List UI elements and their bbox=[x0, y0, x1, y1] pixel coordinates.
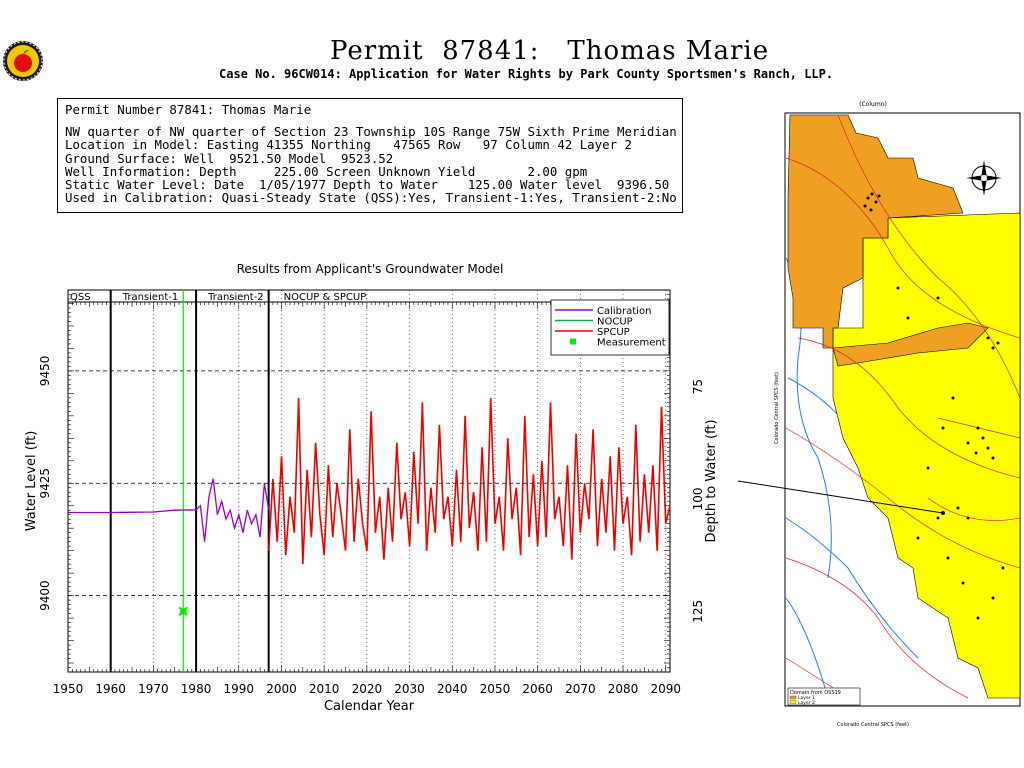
y-axis-label: Water Level (ft) bbox=[24, 431, 39, 532]
period-label: NOCUP & SPCUP bbox=[284, 292, 367, 303]
well-location-pointer bbox=[738, 480, 944, 514]
page-subtitle: Case No. 96CW014: Application for Water … bbox=[219, 67, 834, 81]
x-tick-label: 2010 bbox=[309, 682, 340, 696]
legend-box bbox=[550, 299, 670, 356]
info-line-model-location: Location in Model: Easting 41355 Northin… bbox=[65, 137, 632, 153]
x-tick-label: 2070 bbox=[565, 682, 596, 696]
x-tick-label: 1970 bbox=[138, 682, 169, 696]
period-label: Transient-1 bbox=[122, 292, 179, 303]
period-label: Transient-2 bbox=[207, 292, 264, 303]
page-title: Permit 87841: Thomas Marie bbox=[330, 36, 770, 66]
x-tick-label: 2090 bbox=[650, 682, 681, 696]
map-left-label: Colorado Central SPCS (feet) bbox=[774, 372, 780, 444]
x-tick-label: 2040 bbox=[437, 682, 468, 696]
map-roads bbox=[785, 114, 1021, 705]
x-tick-label: 2030 bbox=[394, 682, 425, 696]
compass-rose-icon bbox=[966, 160, 1002, 196]
legend-label: SPCUP bbox=[597, 327, 630, 338]
y-right-tick-label: 75 bbox=[691, 379, 705, 394]
x-tick-label: 1960 bbox=[95, 682, 126, 696]
y-tick-label: 9450 bbox=[38, 356, 52, 387]
y-right-tick-label: 100 bbox=[691, 488, 705, 511]
map-legend-layer-2: Layer 2 bbox=[798, 700, 815, 706]
map-wells bbox=[863, 192, 1005, 620]
x-tick-label: 1980 bbox=[181, 682, 212, 696]
chart-title: Results from Applicant's Groundwater Mod… bbox=[237, 262, 504, 276]
y-tick-label: 9425 bbox=[38, 468, 52, 499]
info-line-static-level: Static Water Level: Date 1/05/1977 Depth… bbox=[65, 177, 670, 193]
legend-swatch-marker bbox=[570, 338, 576, 345]
model-domain-map: (Column) Domain from OSS19 Layer 1 Layer… bbox=[738, 98, 1024, 738]
x-tick-label: 1990 bbox=[224, 682, 255, 696]
y-tick-label: 9400 bbox=[38, 580, 52, 611]
series-spcup bbox=[267, 397, 671, 565]
info-line-well-info: Well Information: Depth 225.00 Screen Un… bbox=[65, 163, 588, 179]
legend-label: Measurement bbox=[597, 338, 666, 349]
map-legend bbox=[787, 687, 861, 706]
agency-logo bbox=[2, 40, 44, 82]
map-layer-1 bbox=[787, 114, 964, 349]
measurement-point-fill bbox=[180, 608, 187, 615]
info-line-calibration: Used in Calibration: Quasi-Steady State … bbox=[65, 190, 677, 206]
series-calibration bbox=[68, 478, 270, 542]
legend-label: NOCUP bbox=[597, 317, 633, 328]
y-right-axis-label: Depth to Water (ft) bbox=[704, 419, 719, 542]
info-line-permit: Permit Number 87841: Thomas Marie bbox=[65, 102, 312, 117]
well-info-box: Permit Number 87841: Thomas Marie NW qua… bbox=[57, 98, 683, 213]
x-tick-label: 2000 bbox=[266, 682, 297, 696]
info-line-location: NW quarter of NW quarter of Section 23 T… bbox=[65, 124, 677, 140]
x-tick-label: 2060 bbox=[522, 682, 553, 696]
x-axis-label: Calendar Year bbox=[324, 699, 415, 714]
x-tick-label: 2050 bbox=[480, 682, 511, 696]
map-legend-layer-1: Layer 1 bbox=[798, 695, 815, 701]
period-label: QSS bbox=[70, 292, 91, 303]
x-tick-label: 2020 bbox=[352, 682, 383, 696]
map-legend-title: Domain from OSS19 bbox=[790, 690, 841, 696]
x-tick-label: 1950 bbox=[53, 682, 84, 696]
info-line-ground-surface: Ground Surface: Well 9521.50 Model 9523.… bbox=[65, 150, 394, 166]
plot-frame bbox=[67, 289, 671, 673]
x-tick-label: 2080 bbox=[608, 682, 639, 696]
map-bottom-label: Colorado Central SPCS (feet) bbox=[837, 722, 909, 728]
y-right-tick-label: 125 bbox=[691, 600, 705, 623]
map-top-label: (Column) bbox=[859, 101, 887, 108]
water-level-chart: Results from Applicant's Groundwater Mod… bbox=[24, 262, 719, 714]
legend-label: Calibration bbox=[597, 306, 651, 317]
well-location-marker bbox=[941, 511, 945, 515]
